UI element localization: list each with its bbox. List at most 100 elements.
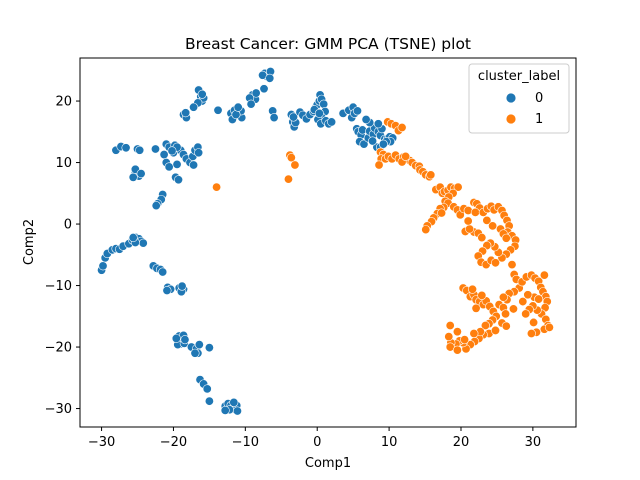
data-point-cluster-1 [488, 221, 498, 231]
data-point-cluster-1 [490, 258, 500, 268]
data-point-cluster-0 [259, 84, 269, 94]
data-point-cluster-0 [162, 285, 172, 295]
x-tick-label: 30 [525, 435, 542, 450]
data-point-cluster-1 [460, 335, 470, 345]
data-point-cluster-0 [197, 89, 207, 99]
data-point-cluster-1 [452, 345, 462, 355]
data-point-cluster-0 [202, 384, 212, 394]
data-point-cluster-1 [482, 215, 492, 225]
data-point-cluster-0 [204, 343, 214, 353]
data-point-cluster-1 [212, 182, 222, 192]
data-point-cluster-1 [501, 309, 511, 319]
legend-label-0: 0 [535, 91, 543, 106]
data-point-cluster-1 [283, 174, 293, 184]
data-point-cluster-0 [136, 169, 146, 179]
data-point-cluster-0 [314, 108, 324, 118]
data-point-cluster-1 [452, 327, 462, 337]
data-point-cluster-1 [526, 329, 536, 339]
data-point-cluster-0 [151, 201, 161, 211]
data-point-cluster-0 [378, 139, 388, 149]
data-point-cluster-0 [220, 405, 230, 415]
y-tick-label: 20 [55, 95, 72, 110]
data-point-cluster-0 [189, 102, 199, 112]
y-tick-label: −10 [45, 279, 72, 294]
data-point-cluster-0 [232, 406, 242, 416]
data-point-cluster-1 [477, 290, 487, 300]
data-point-cluster-1 [477, 233, 487, 243]
data-point-cluster-0 [373, 119, 383, 129]
data-point-cluster-1 [437, 208, 447, 218]
data-point-cluster-0 [150, 144, 160, 154]
y-tick-label: −30 [45, 402, 72, 417]
data-point-cluster-0 [164, 162, 174, 172]
data-point-cluster-0 [368, 136, 378, 146]
data-point-cluster-0 [167, 146, 177, 156]
data-point-cluster-1 [508, 304, 518, 314]
legend-title: cluster_label [478, 69, 560, 84]
data-point-cluster-1 [490, 325, 500, 335]
data-point-cluster-0 [171, 333, 181, 343]
data-point-cluster-0 [231, 110, 241, 120]
data-point-cluster-1 [469, 329, 479, 339]
x-tick-label: −10 [232, 435, 259, 450]
data-point-cluster-1 [290, 160, 300, 170]
y-tick-label: 0 [64, 218, 72, 233]
data-point-cluster-0 [189, 160, 199, 170]
data-point-cluster-1 [498, 292, 508, 302]
data-point-cluster-1 [534, 294, 544, 304]
data-point-cluster-1 [544, 322, 554, 332]
data-point-cluster-0 [98, 261, 108, 271]
data-point-cluster-1 [470, 207, 480, 217]
data-point-cluster-1 [445, 321, 455, 331]
x-tick-label: −20 [160, 435, 187, 450]
chart-title: Breast Cancer: GMM PCA (TSNE) plot [185, 35, 471, 53]
data-point-cluster-1 [374, 160, 384, 170]
data-point-cluster-0 [352, 106, 362, 116]
data-point-cluster-0 [194, 340, 204, 350]
x-tick-label: 0 [313, 435, 321, 450]
data-point-cluster-0 [229, 397, 239, 407]
x-tick-label: 10 [381, 435, 398, 450]
data-point-cluster-0 [128, 233, 138, 243]
data-point-cluster-0 [319, 99, 329, 109]
data-point-cluster-0 [246, 99, 256, 109]
legend-label-1: 1 [535, 112, 543, 127]
data-point-cluster-0 [288, 112, 298, 122]
data-point-cluster-0 [213, 105, 223, 115]
data-point-cluster-1 [401, 151, 411, 161]
legend-marker-0 [505, 92, 517, 104]
points-layer [97, 67, 554, 416]
data-point-cluster-1 [529, 317, 539, 327]
data-point-cluster-1 [539, 270, 549, 280]
data-point-cluster-0 [361, 115, 371, 125]
data-point-cluster-0 [233, 102, 243, 112]
y-tick-label: 10 [55, 156, 72, 171]
data-point-cluster-1 [523, 290, 533, 300]
data-point-cluster-0 [128, 172, 138, 182]
legend: cluster_label 0 1 [468, 63, 570, 134]
axes-layer: −30 −20 −10 0 10 20 30 −30 −20 −10 0 10 20 [45, 95, 542, 450]
data-point-cluster-1 [421, 225, 431, 235]
data-point-cluster-1 [444, 332, 454, 342]
data-point-cluster-0 [251, 88, 261, 98]
data-point-cluster-0 [121, 143, 131, 153]
data-point-cluster-1 [286, 153, 296, 163]
data-point-cluster-1 [480, 321, 490, 331]
data-point-cluster-1 [501, 321, 511, 331]
data-point-cluster-1 [463, 216, 473, 226]
data-point-cluster-0 [194, 148, 204, 158]
data-point-cluster-1 [521, 309, 531, 319]
y-tick-label: −20 [45, 341, 72, 356]
data-point-cluster-1 [471, 303, 481, 313]
data-point-cluster-0 [190, 348, 200, 358]
data-point-cluster-0 [173, 175, 183, 185]
legend-box [468, 63, 570, 134]
data-point-cluster-0 [177, 281, 187, 291]
data-point-cluster-0 [172, 159, 182, 169]
data-point-cluster-0 [158, 267, 168, 277]
data-point-cluster-1 [453, 182, 463, 192]
data-point-cluster-1 [518, 297, 528, 307]
data-point-cluster-0 [265, 73, 275, 83]
data-point-cluster-0 [181, 108, 191, 118]
